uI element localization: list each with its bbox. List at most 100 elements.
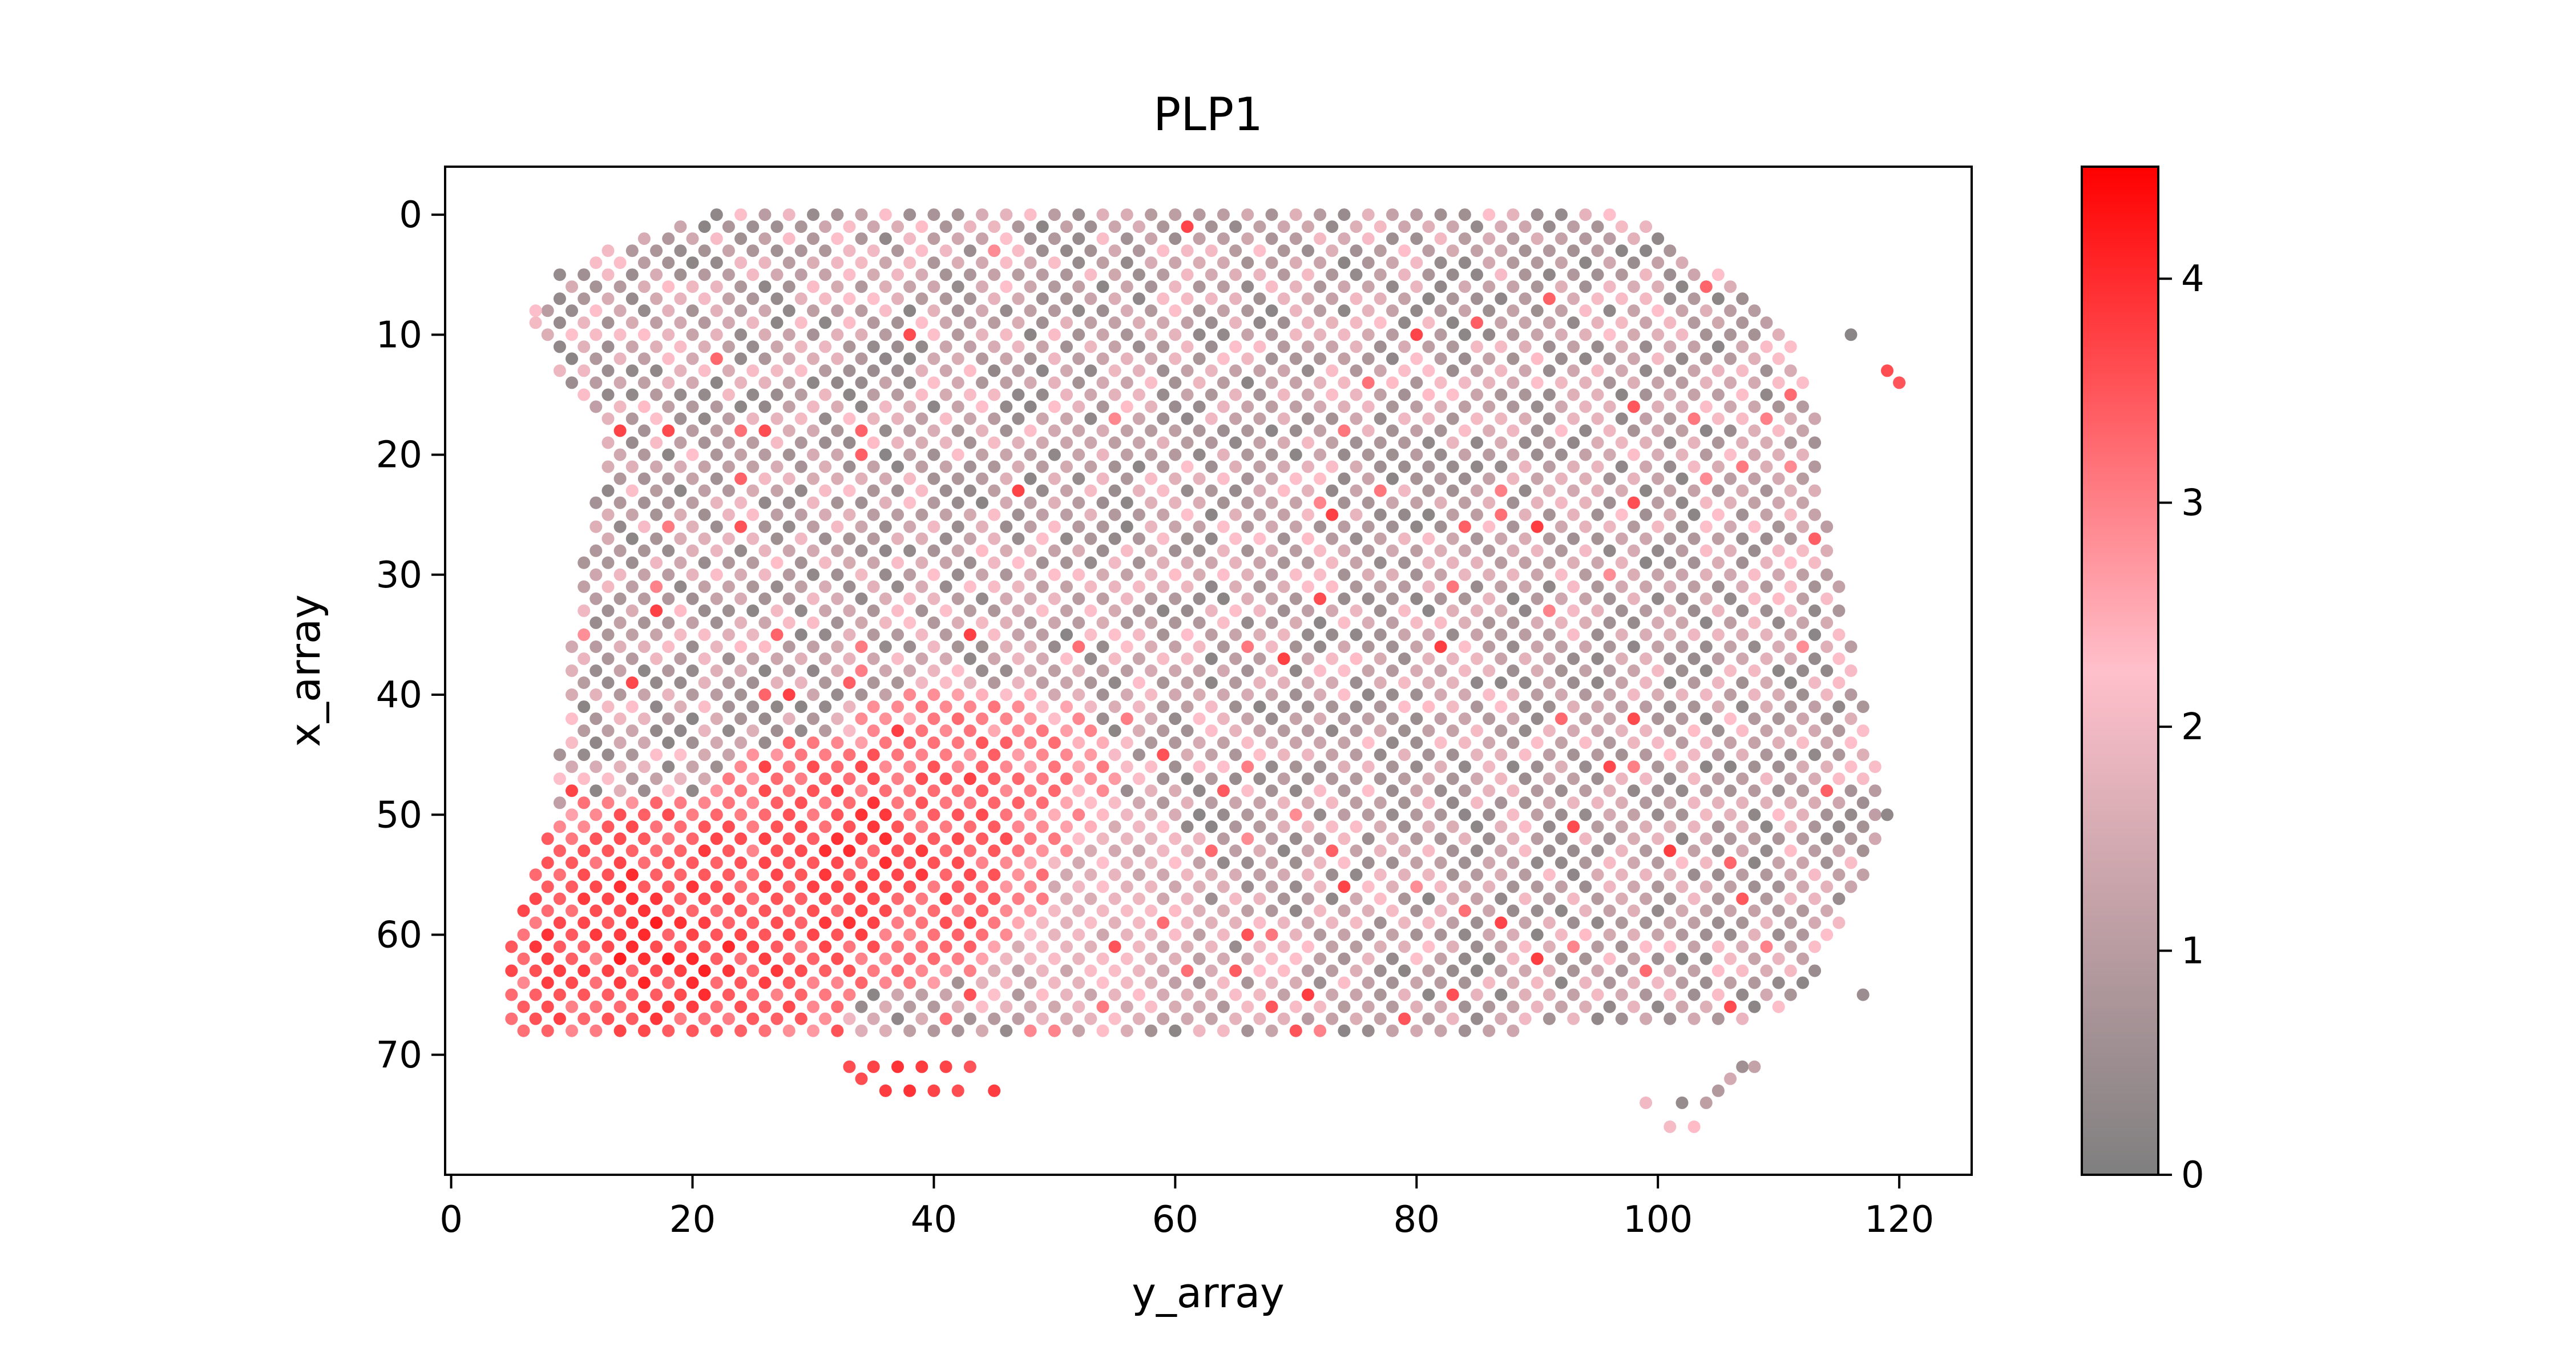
spot <box>1289 1024 1302 1037</box>
spot <box>1181 628 1194 641</box>
spot <box>698 316 711 329</box>
spot <box>722 604 735 617</box>
spot <box>1748 664 1761 677</box>
spot <box>1640 796 1653 809</box>
spot <box>686 856 699 869</box>
spot <box>746 724 760 738</box>
spot <box>1338 856 1351 869</box>
spot <box>1169 880 1182 893</box>
spot <box>1627 472 1640 485</box>
spot <box>927 472 940 485</box>
spot <box>1193 976 1206 989</box>
spot <box>710 712 723 726</box>
spot <box>1736 340 1749 353</box>
spot <box>807 520 819 533</box>
spot <box>1277 964 1290 977</box>
spot <box>819 988 832 1001</box>
spot <box>1108 316 1121 329</box>
spot <box>1410 616 1423 629</box>
spot <box>891 892 904 905</box>
spot <box>650 340 663 353</box>
spot <box>1241 880 1254 893</box>
spot <box>1567 484 1580 497</box>
spot <box>1217 592 1230 605</box>
spot <box>1748 952 1761 965</box>
spot <box>1483 1000 1496 1013</box>
spot <box>1350 796 1363 809</box>
spot <box>1326 340 1339 353</box>
spot <box>1567 844 1580 857</box>
spot <box>1772 352 1785 365</box>
spot <box>1169 904 1182 917</box>
spot <box>1302 796 1314 809</box>
spot <box>1241 352 1254 365</box>
spot <box>637 616 651 629</box>
spot <box>1652 664 1665 677</box>
spot <box>1471 676 1483 689</box>
spot <box>843 916 856 929</box>
spot <box>1422 244 1435 257</box>
spot <box>1265 760 1278 773</box>
spot <box>1820 592 1834 605</box>
spot <box>1579 232 1592 245</box>
spot <box>915 892 928 905</box>
spot <box>698 412 711 425</box>
spot <box>1132 1012 1145 1025</box>
spot <box>1736 988 1749 1001</box>
spot <box>1060 988 1073 1001</box>
spot <box>1108 580 1121 593</box>
spot <box>915 1060 928 1073</box>
spot <box>855 304 868 317</box>
spot <box>1724 1072 1737 1085</box>
spot <box>1434 304 1447 317</box>
spot <box>1096 640 1109 653</box>
spot <box>927 712 940 726</box>
spot <box>1289 760 1302 773</box>
spot <box>1736 604 1749 617</box>
spot <box>963 988 976 1001</box>
spot <box>1687 796 1701 809</box>
spot <box>1000 880 1013 893</box>
spot <box>927 616 940 629</box>
spot <box>1748 616 1761 629</box>
spot <box>1772 808 1785 821</box>
spot <box>590 784 603 797</box>
spot <box>1640 844 1653 857</box>
spot <box>746 604 760 617</box>
spot <box>1012 388 1025 401</box>
spot <box>1495 292 1508 305</box>
spot <box>1410 232 1423 245</box>
spot <box>770 940 784 953</box>
spot <box>1519 388 1532 401</box>
spot <box>1060 844 1073 857</box>
spot <box>698 604 711 617</box>
spot <box>1724 688 1737 701</box>
spot <box>1000 280 1013 293</box>
spot <box>1072 328 1085 341</box>
spot <box>1277 892 1290 905</box>
spot <box>831 304 844 317</box>
spot <box>613 352 627 365</box>
spot <box>1072 856 1085 869</box>
spot <box>1748 736 1761 750</box>
spot <box>1012 796 1025 809</box>
spot <box>939 220 952 233</box>
spot <box>1145 424 1158 437</box>
spot <box>1386 736 1399 750</box>
spot <box>1145 784 1158 797</box>
spot <box>831 808 844 821</box>
spot <box>794 988 807 1001</box>
spot <box>1483 496 1496 509</box>
spot <box>976 616 988 629</box>
spot <box>1289 736 1302 750</box>
spot <box>891 316 904 329</box>
spot <box>1145 736 1158 750</box>
spot <box>794 388 807 401</box>
spot <box>1000 976 1013 989</box>
spot <box>686 280 699 293</box>
spot <box>1350 316 1363 329</box>
spot <box>1024 952 1037 965</box>
spot <box>963 388 976 401</box>
spot <box>1458 232 1471 245</box>
spot <box>1241 496 1254 509</box>
